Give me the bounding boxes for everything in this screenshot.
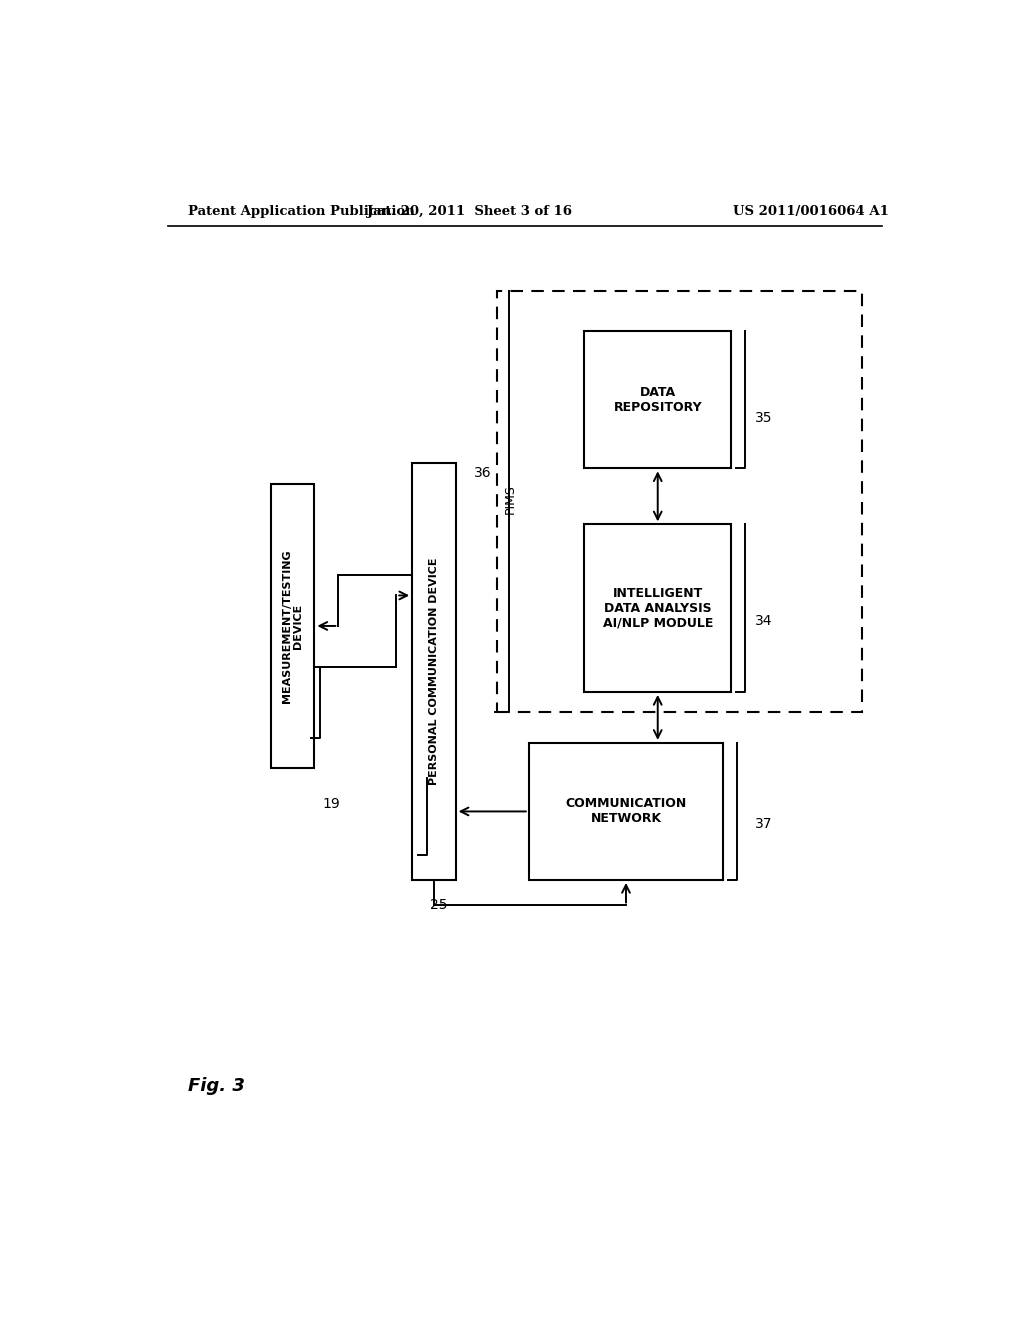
Bar	[497, 290, 862, 713]
Text: INTELLIGENT
DATA ANALYSIS
AI/NLP MODULE: INTELLIGENT DATA ANALYSIS AI/NLP MODULE	[602, 586, 713, 630]
Text: Patent Application Publication: Patent Application Publication	[187, 205, 415, 218]
Text: PIMS: PIMS	[504, 484, 517, 513]
Text: COMMUNICATION
NETWORK: COMMUNICATION NETWORK	[565, 797, 687, 825]
Text: Fig. 3: Fig. 3	[187, 1077, 245, 1096]
Text: 35: 35	[755, 411, 772, 425]
Text: 36: 36	[474, 466, 492, 480]
Text: MEASUREMENT/TESTING
DEVICE: MEASUREMENT/TESTING DEVICE	[282, 549, 303, 702]
Text: PERSONAL COMMUNICATION DEVICE: PERSONAL COMMUNICATION DEVICE	[429, 558, 439, 785]
Text: Jan. 20, 2011  Sheet 3 of 16: Jan. 20, 2011 Sheet 3 of 16	[367, 205, 571, 218]
Bar	[528, 743, 723, 880]
Text: 25: 25	[430, 899, 447, 912]
Text: 37: 37	[755, 817, 772, 832]
Bar	[412, 463, 456, 880]
Text: US 2011/0016064 A1: US 2011/0016064 A1	[732, 205, 889, 218]
Bar	[585, 331, 731, 469]
Text: 19: 19	[323, 797, 340, 810]
Bar	[585, 524, 731, 692]
Text: DATA
REPOSITORY: DATA REPOSITORY	[613, 385, 702, 413]
Bar	[270, 483, 314, 768]
Text: 34: 34	[755, 614, 772, 628]
